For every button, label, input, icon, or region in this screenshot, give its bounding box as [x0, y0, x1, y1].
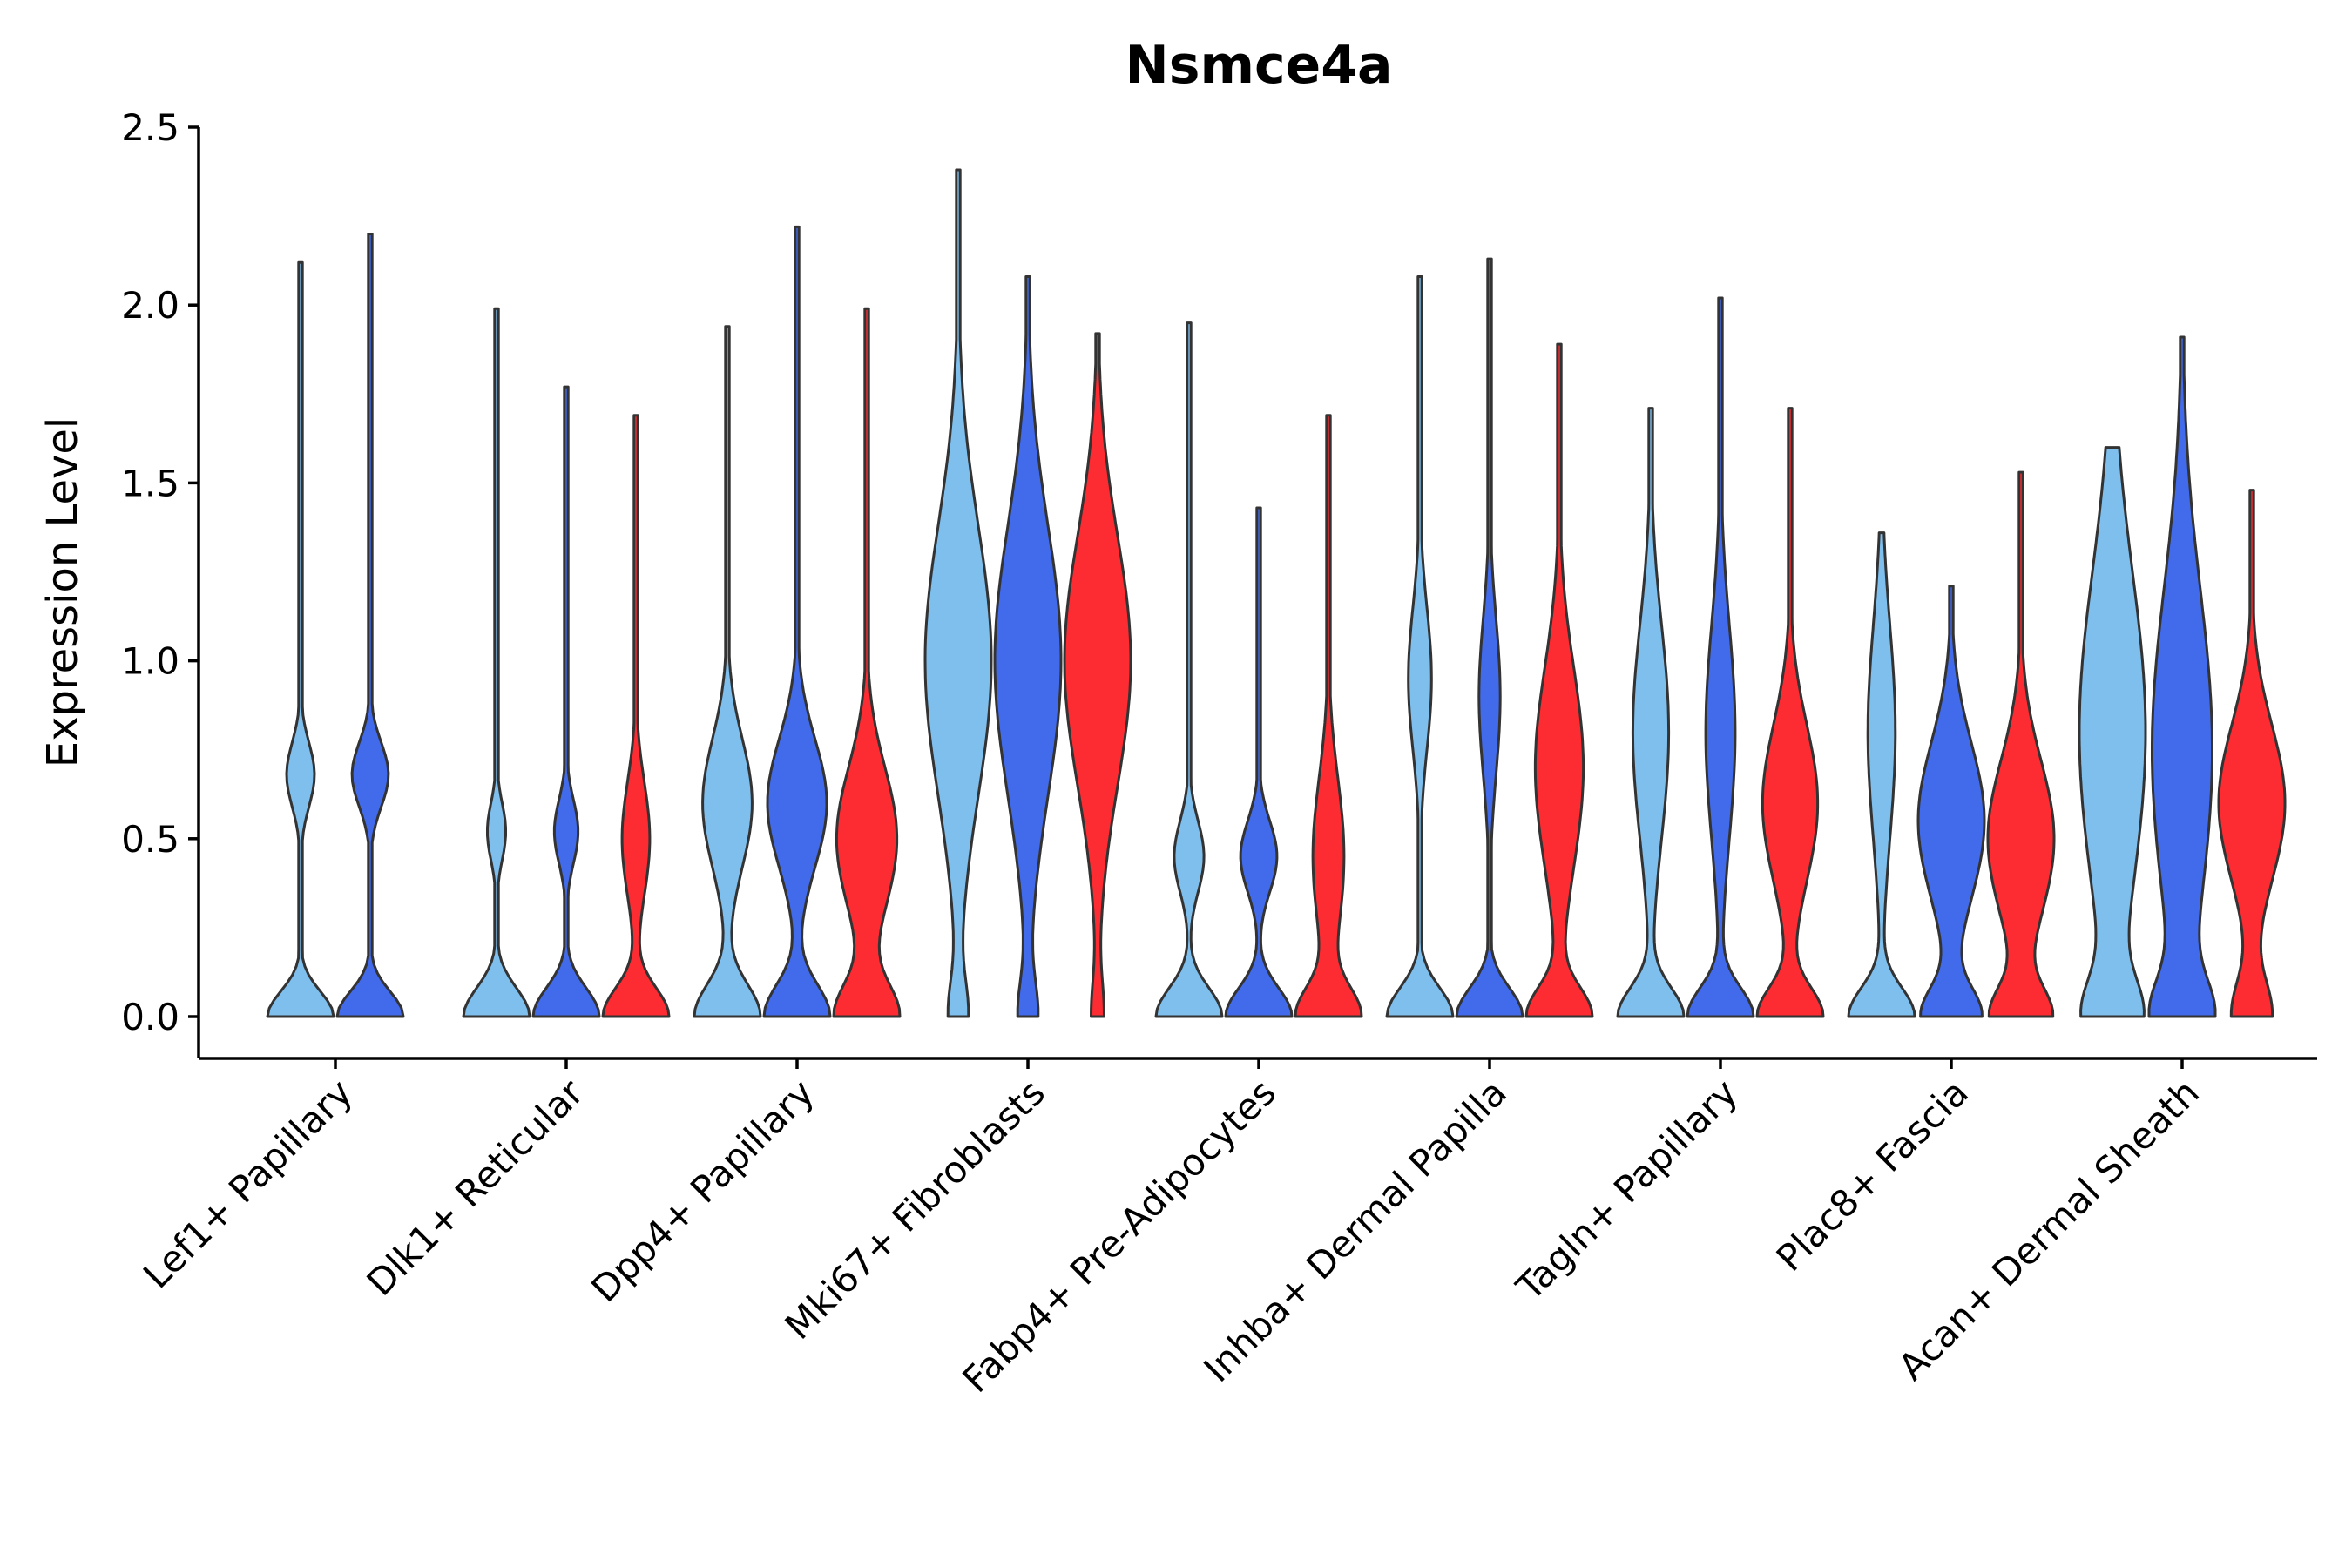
- violin-group-2: [1455, 257, 1524, 1018]
- violin-group: [1847, 470, 2056, 1018]
- violin-group-2: [531, 385, 601, 1018]
- violin-group-2: [1916, 585, 1986, 1018]
- violin-group-3: [1755, 407, 1825, 1018]
- y-tick-label: 2.0: [121, 284, 179, 327]
- violin-group: [1385, 257, 1594, 1018]
- y-axis-label: Expression Level: [38, 417, 87, 768]
- violin-group-1: [2078, 446, 2147, 1018]
- x-tick-label: Lef1+ Papillary: [135, 1071, 361, 1296]
- violin-group-1: [923, 168, 993, 1018]
- x-tick-label: Tagln+ Papillary: [1508, 1071, 1746, 1308]
- x-tick-label: Dlk1+ Reticular: [359, 1071, 592, 1304]
- violins-layer: [266, 168, 2287, 1018]
- violin-group: [1154, 321, 1363, 1018]
- violin-group: [923, 168, 1132, 1018]
- y-tick-label: 2.5: [121, 106, 179, 149]
- violin-group-1: [693, 325, 762, 1018]
- violin-group-1: [266, 260, 335, 1018]
- violin-group-3: [1294, 414, 1363, 1018]
- x-tick-label: Dpp4+ Papillary: [583, 1071, 822, 1310]
- violin-group-2: [335, 233, 405, 1018]
- y-tick-label: 0.5: [121, 818, 179, 861]
- x-tick-label: Mki67+ Fibroblasts: [777, 1071, 1053, 1347]
- violin-group-3: [1524, 342, 1594, 1018]
- violin-group: [693, 225, 902, 1018]
- y-tick-label: 0.0: [121, 996, 179, 1038]
- violin-group: [2078, 335, 2287, 1018]
- x-tick-label: Plac8+ Fascia: [1768, 1071, 1977, 1279]
- violin-group-3: [2217, 489, 2287, 1018]
- violin-group-3: [1986, 470, 2056, 1018]
- violin-group-3: [601, 414, 671, 1018]
- violin-group-1: [462, 307, 531, 1018]
- violin-group-1: [1385, 275, 1455, 1018]
- violin-group-2: [2147, 335, 2217, 1018]
- violin-group: [462, 307, 671, 1018]
- violin-group: [1616, 296, 1825, 1018]
- violin-group-3: [832, 307, 902, 1018]
- violin-group-3: [1063, 332, 1132, 1018]
- y-tick-label: 1.5: [121, 462, 179, 504]
- chart-title: Nsmce4a: [1125, 35, 1393, 96]
- violin-group-2: [1224, 506, 1294, 1018]
- violin-group-1: [1154, 321, 1224, 1018]
- y-tick-label: 1.0: [121, 640, 179, 683]
- violin-group-1: [1616, 407, 1686, 1018]
- violin-group: [266, 233, 405, 1018]
- violin-group-1: [1847, 531, 1916, 1018]
- violin-group-2: [762, 225, 832, 1018]
- violin-group-2: [993, 275, 1063, 1018]
- violin-group-2: [1686, 296, 1755, 1018]
